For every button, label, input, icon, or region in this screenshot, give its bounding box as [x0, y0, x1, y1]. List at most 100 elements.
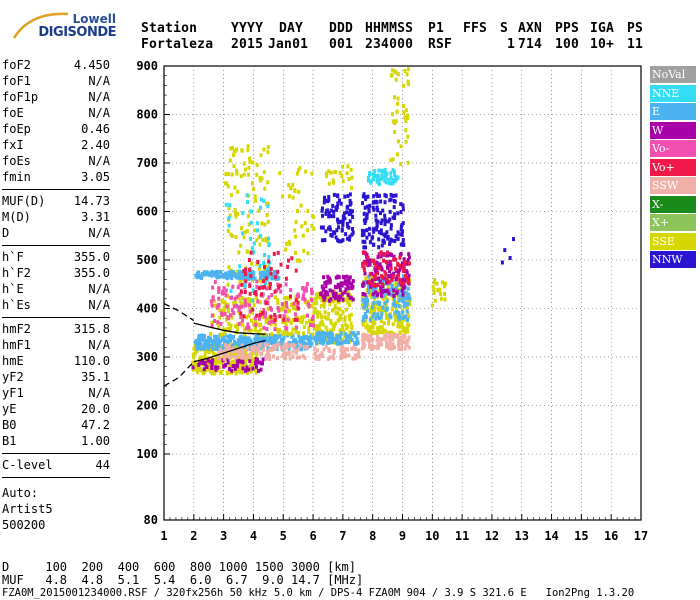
echo-dot [350, 326, 354, 330]
echo-dot [366, 204, 369, 209]
echo-dot [325, 281, 329, 286]
echo-dot [254, 322, 258, 327]
echo-dot [382, 232, 386, 237]
echo-dot [318, 354, 322, 359]
echo-dot [364, 276, 368, 281]
echo-dot [256, 330, 260, 334]
echo-dot [323, 315, 327, 320]
echo-dot [291, 344, 295, 349]
echo-dot [253, 316, 257, 321]
echo-dot [277, 308, 281, 313]
echo-dot [387, 291, 391, 296]
echo-dot [289, 288, 293, 292]
echo-dot [214, 270, 218, 275]
echo-dot [339, 331, 343, 336]
echo-dot [239, 334, 243, 339]
echo-dot [395, 269, 399, 273]
echo-dot [389, 158, 393, 163]
echo-dot [295, 258, 299, 263]
echo-dot [298, 355, 302, 360]
echo-dot [296, 306, 300, 311]
echo-dot [348, 330, 352, 335]
echo-dot [315, 311, 319, 315]
echo-dot [237, 321, 241, 326]
echo-dot [239, 355, 243, 360]
echo-dot [394, 234, 398, 239]
echo-dot [248, 309, 252, 314]
echo-dot [325, 316, 329, 321]
echo-dot [282, 348, 286, 353]
echo-dot [342, 211, 346, 216]
echo-dot [276, 282, 280, 287]
echo-dot [443, 297, 447, 302]
echo-dot [337, 225, 340, 230]
echo-dot [229, 146, 233, 151]
echo-dot [366, 194, 370, 199]
echo-dot [247, 313, 251, 318]
header-label-4: HHMMSS [365, 21, 414, 36]
echo-dot [347, 353, 351, 358]
echo-dot [235, 327, 239, 332]
echo-dot [307, 325, 311, 330]
echo-dot [366, 255, 370, 260]
echo-dot [364, 197, 368, 202]
echo-dot [228, 203, 232, 208]
echo-dot [244, 267, 247, 272]
echo-dot [330, 336, 334, 341]
echo-dot [257, 208, 261, 213]
echo-dot [236, 211, 240, 216]
param-value: N/A [88, 226, 110, 240]
echo-dot [366, 337, 370, 342]
echo-dot [244, 301, 248, 306]
echo-dot [347, 334, 351, 339]
echo-dot [398, 330, 402, 335]
echo-dot [248, 283, 252, 288]
param-row: yF2 35.1 [2, 369, 110, 385]
echo-dot [218, 270, 221, 274]
echo-dot [287, 183, 291, 188]
echo-dot [371, 242, 375, 247]
echo-dot [397, 298, 401, 303]
echo-dot [293, 317, 297, 322]
echo-dot [240, 272, 244, 277]
param-value: 4.450 [73, 58, 110, 72]
echo-dot [391, 157, 395, 162]
echo-dot [261, 273, 265, 278]
echo-dot [303, 297, 307, 302]
echo-dot [403, 335, 407, 340]
echo-dot [324, 211, 328, 216]
echo-dot [367, 232, 371, 237]
echo-dot [261, 237, 265, 242]
echo-dot [367, 207, 371, 212]
echo-dot [382, 258, 386, 263]
echo-dot [346, 299, 350, 303]
echo-dot [367, 286, 370, 291]
echo-dot [203, 334, 206, 338]
header-label-3: DDD [329, 21, 354, 36]
echo-dot [263, 279, 267, 284]
echo-dot [257, 337, 261, 342]
echo-dot [376, 271, 380, 276]
echo-dot [215, 305, 219, 310]
echo-dot [294, 337, 297, 342]
echo-dot [202, 367, 206, 372]
echo-dot [362, 211, 366, 216]
echo-dot [371, 227, 375, 232]
logo-line2: DIGISONDE [38, 25, 116, 40]
echo-dot [242, 161, 246, 166]
echo-dot [282, 317, 286, 322]
echo-dot [396, 211, 400, 216]
echo-dot [346, 194, 350, 198]
echo-dot [407, 273, 411, 278]
header-value-4: 234000 [365, 37, 414, 52]
echo-dot [277, 342, 281, 347]
echo-dot [197, 362, 201, 367]
echo-dot [386, 288, 390, 293]
echo-dot [326, 208, 330, 213]
echo-dot [240, 343, 244, 348]
param-label: M(D) [2, 210, 31, 224]
echo-dot [350, 338, 354, 342]
echo-dot [272, 354, 275, 359]
legend-item-vo-: Vo- [650, 140, 696, 157]
echo-dot [267, 266, 271, 270]
